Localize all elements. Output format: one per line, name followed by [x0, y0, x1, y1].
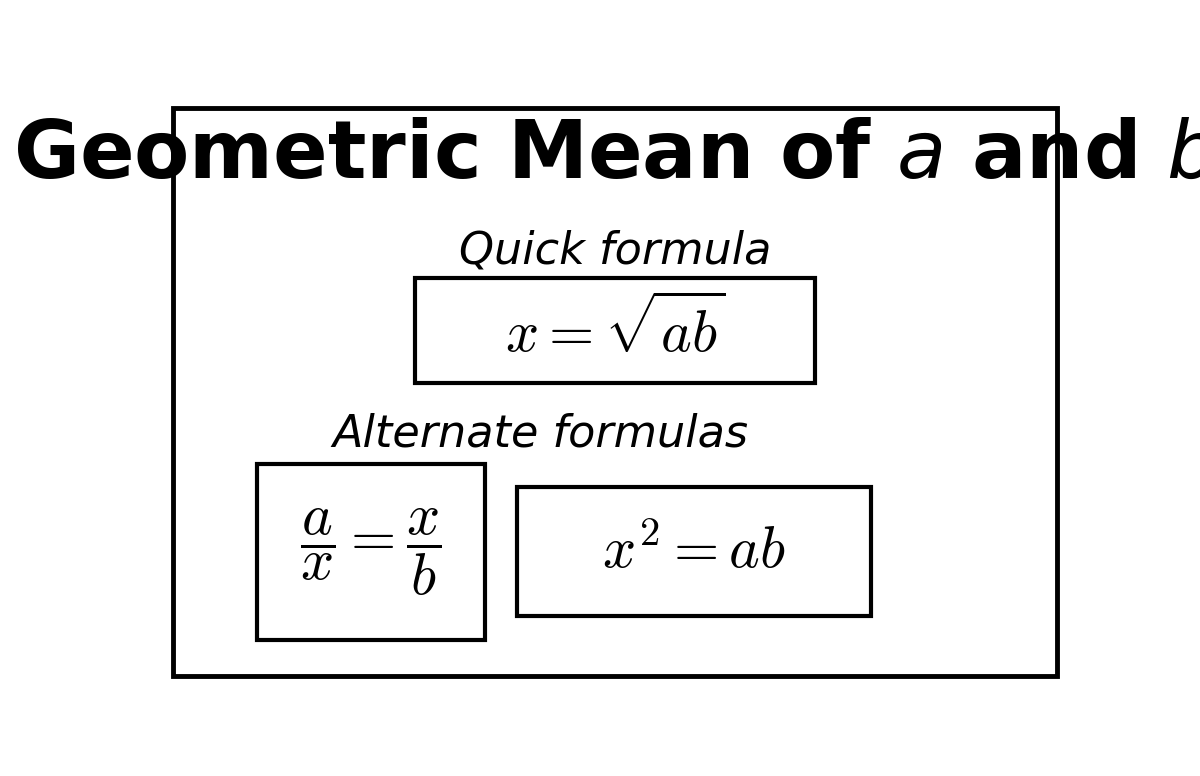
Text: Alternate formulas: Alternate formulas — [332, 412, 749, 456]
Text: $\dfrac{a}{x} = \dfrac{x}{b}$: $\dfrac{a}{x} = \dfrac{x}{b}$ — [300, 507, 442, 598]
Text: Quick formula: Quick formula — [458, 230, 772, 273]
Text: $\bf{Geometric\ Mean\ of}\ \it{a}\ \bf{and}\ \it{b}$: $\bf{Geometric\ Mean\ of}\ \it{a}\ \bf{a… — [13, 117, 1200, 195]
Text: $x = \sqrt{ab}$: $x = \sqrt{ab}$ — [504, 297, 726, 364]
Text: $x^2 = ab$: $x^2 = ab$ — [602, 523, 786, 580]
FancyBboxPatch shape — [415, 279, 815, 383]
FancyBboxPatch shape — [257, 463, 485, 640]
FancyBboxPatch shape — [173, 108, 1057, 676]
FancyBboxPatch shape — [517, 487, 871, 616]
